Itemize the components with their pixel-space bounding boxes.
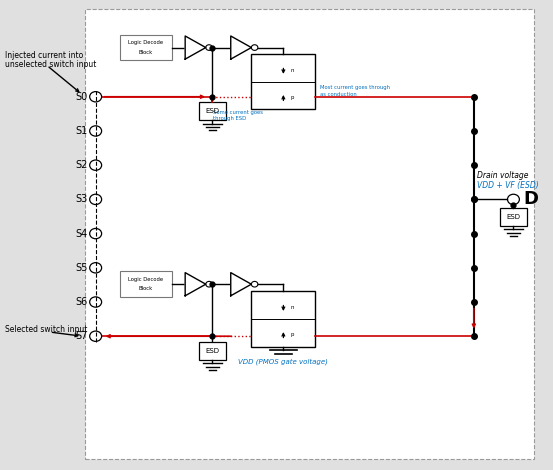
Text: Some current goes: Some current goes: [213, 110, 263, 115]
Polygon shape: [185, 36, 206, 59]
Text: D: D: [523, 190, 538, 208]
Text: n: n: [291, 305, 295, 310]
Text: S2: S2: [75, 160, 87, 170]
Text: S3: S3: [75, 195, 87, 204]
FancyBboxPatch shape: [85, 9, 534, 459]
FancyBboxPatch shape: [252, 54, 315, 110]
Text: VDD (PMOS gate voltage): VDD (PMOS gate voltage): [238, 359, 328, 365]
FancyBboxPatch shape: [199, 342, 226, 360]
Text: Injected current into: Injected current into: [5, 52, 84, 61]
Text: Block: Block: [139, 50, 153, 55]
Text: S0: S0: [75, 92, 87, 102]
FancyBboxPatch shape: [120, 35, 171, 61]
Text: Logic Decode: Logic Decode: [128, 40, 163, 46]
Text: S1: S1: [75, 126, 87, 136]
Text: Most current goes through: Most current goes through: [320, 85, 390, 90]
Text: S6: S6: [75, 297, 87, 307]
Text: Block: Block: [139, 286, 153, 291]
Text: p: p: [291, 94, 295, 100]
Text: ESD: ESD: [507, 214, 520, 219]
Text: as conduction: as conduction: [320, 92, 357, 97]
Text: S4: S4: [75, 228, 87, 239]
Text: VDD + VF (ESD): VDD + VF (ESD): [477, 181, 538, 190]
Text: ESD: ESD: [205, 108, 220, 114]
Text: Selected switch input: Selected switch input: [5, 325, 87, 334]
FancyBboxPatch shape: [199, 102, 226, 120]
Polygon shape: [231, 273, 252, 296]
Polygon shape: [185, 273, 206, 296]
FancyBboxPatch shape: [500, 208, 527, 226]
Text: through ESD: through ESD: [213, 117, 247, 121]
Text: ESD: ESD: [205, 348, 220, 354]
Text: Drain voltage: Drain voltage: [477, 172, 528, 180]
Text: Logic Decode: Logic Decode: [128, 277, 163, 282]
Polygon shape: [231, 36, 252, 59]
Text: unselected switch input: unselected switch input: [5, 60, 96, 69]
FancyBboxPatch shape: [120, 271, 171, 297]
FancyBboxPatch shape: [252, 291, 315, 346]
Text: S5: S5: [75, 263, 87, 273]
Text: n: n: [291, 68, 295, 73]
Text: p: p: [291, 332, 295, 337]
Text: S7: S7: [75, 331, 87, 341]
